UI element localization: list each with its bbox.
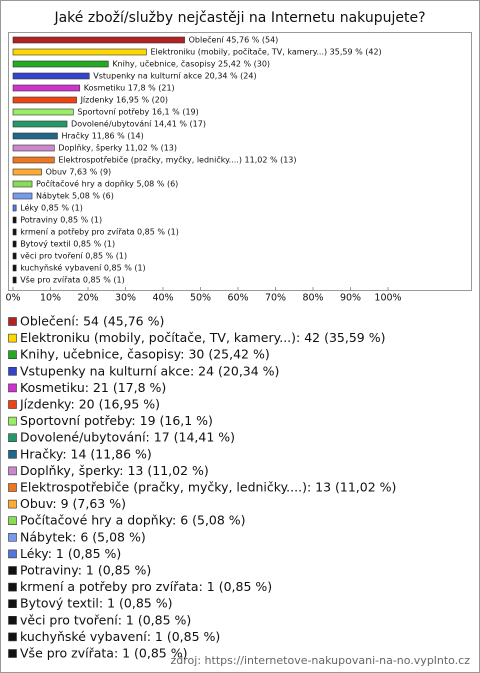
bar-label: Oblečení 45,76 % (54) (189, 35, 279, 45)
bar-label: Elektrospotřebiče (pračky, myčky, lednič… (58, 155, 296, 165)
bar (12, 204, 17, 212)
bar (12, 192, 33, 200)
legend-label: krmení a potřeby pro zvířata: 1 (0,85 %) (20, 579, 272, 594)
legend-swatch (8, 366, 17, 376)
x-tick-label: 100% (374, 293, 401, 304)
bar-label: Potraviny 0,85 % (1) (20, 216, 102, 225)
source: zdroj: https://internetove-nakupovani-na… (171, 654, 471, 667)
legend-label: Potraviny: 1 (0,85 %) (20, 563, 151, 578)
bar-label: Vstupenky na kulturní akce 20,34 % (24) (93, 72, 256, 81)
x-tick-label: 10% (40, 293, 61, 304)
chart-title: Jaké zboží/služby nejčastěji na Internet… (53, 10, 425, 26)
bar (12, 48, 147, 56)
legend-swatch (8, 383, 17, 393)
legend-swatch (8, 549, 17, 559)
bar-label: Knihy, učebnice, časopisy 25,42 % (30) (112, 59, 270, 69)
bar (12, 36, 185, 44)
legend-swatch (8, 516, 17, 526)
bar-label: Nábytek 5,08 % (6) (36, 192, 114, 201)
legend-swatch (8, 416, 17, 426)
legend-label: věci pro tvoření: 1 (0,85 %) (20, 612, 191, 627)
legend-label: Elektroniku (mobily, počítače, TV, kamer… (20, 330, 385, 345)
bar (12, 72, 90, 80)
bar (12, 144, 55, 152)
legend-swatch (8, 449, 17, 459)
legend-swatch (8, 632, 17, 642)
x-tick-label: 20% (77, 293, 98, 304)
bar (12, 156, 55, 164)
x-tick-label: 50% (190, 293, 211, 304)
legend-label: Kosmetiku: 21 (17,8 %) (20, 380, 166, 395)
bar (12, 96, 77, 104)
legend-label: Obuv: 9 (7,63 %) (20, 496, 126, 511)
legend-label: Vstupenky na kulturní akce: 24 (20,34 %) (20, 363, 279, 378)
legend-label: Počítačové hry a dopňky: 6 (5,08 %) (20, 513, 246, 528)
legend-label: kuchyňské vybavení: 1 (0,85 %) (20, 629, 220, 644)
bar (12, 168, 42, 176)
legend-label: Elektrospotřebiče (pračky, myčky, lednič… (20, 480, 396, 495)
bar (12, 120, 68, 128)
legend-label: Léky: 1 (0,85 %) (20, 546, 121, 561)
legend-label: Vše pro zvířata: 1 (0,85 %) (20, 646, 188, 661)
legend-swatch (8, 599, 17, 609)
legend-swatch (8, 532, 17, 542)
bar-label: Bytový textil 0,85 % (1) (20, 240, 115, 249)
legend-swatch (8, 649, 17, 658)
bar-label: Vše pro zvířata 0,85 % (1) (20, 275, 125, 285)
legend-label: Jízdenky: 20 (16,95 %) (19, 397, 160, 412)
legend-swatch (8, 582, 17, 592)
bar-label: Dovolené/ubytování 14,41 % (17) (71, 119, 206, 129)
bar-label: Obuv 7,63 % (9) (46, 168, 112, 177)
legend-swatch (8, 499, 17, 509)
x-tick-label: 90% (340, 293, 361, 304)
x-tick-label: 40% (152, 293, 173, 304)
x-tick-label: 80% (302, 293, 323, 304)
legend-label: Doplňky, šperky: 13 (11,02 %) (20, 463, 209, 478)
bar (12, 240, 17, 248)
bar-label: Hračky 11,86 % (14) (61, 131, 143, 141)
bar (12, 264, 17, 272)
bar-label: Jízdenky 16,95 % (20) (80, 96, 169, 105)
bar-label: Kosmetiku 17,8 % (21) (84, 84, 175, 93)
bar-label: Počítačové hry a dopňky 5,08 % (6) (36, 179, 178, 189)
legend-swatch (8, 317, 17, 326)
bar (12, 60, 109, 68)
bar (12, 180, 33, 188)
x-tick-label: 30% (115, 293, 136, 304)
legend-swatch (8, 350, 17, 360)
bar (12, 108, 74, 116)
legend-label: Knihy, učebnice, časopisy: 30 (25,42 %) (20, 347, 270, 362)
legend-swatch (8, 400, 17, 409)
bar-label: kuchyňské vybavení 0,85 % (1) (20, 263, 145, 273)
bar (12, 276, 17, 284)
bar (12, 252, 17, 260)
x-tick-label: 0% (5, 293, 20, 304)
bar-label: věci pro tvoření 0,85 % (1) (20, 252, 127, 261)
x-tick-label: 60% (227, 293, 248, 304)
legend-label: Oblečení: 54 (45,76 %) (20, 314, 164, 329)
bar (12, 132, 58, 140)
bar-label: Elektroniku (mobily, počítače, TV, kamer… (150, 47, 381, 57)
bar (12, 228, 17, 236)
legend-label: Nábytek: 6 (5,08 %) (20, 529, 146, 544)
legend-swatch (8, 466, 17, 476)
bar (12, 84, 81, 92)
x-tick-label: 70% (265, 293, 286, 304)
bar-label: Sportovní potřeby 16,1 % (19) (77, 108, 198, 117)
bar (12, 216, 17, 224)
bar-label: Doplňky, šperky 11,02 % (13) (58, 143, 177, 153)
legend-swatch (8, 483, 17, 492)
legend-label: Sportovní potřeby: 19 (16,1 %) (20, 413, 213, 428)
legend-label: Bytový textil: 1 (0,85 %) (20, 596, 172, 611)
legend-label: Hračky: 14 (11,86 %) (20, 446, 152, 461)
legend-swatch (8, 566, 17, 575)
legend-swatch (8, 333, 17, 343)
legend-swatch (8, 615, 17, 625)
legend-swatch (8, 433, 17, 443)
bar-label: krmení a potřeby pro zvířata 0,85 % (1) (20, 228, 179, 237)
legend-label: Dovolené/ubytování: 17 (14,41 %) (20, 430, 235, 445)
bar-label: Léky 0,85 % (1) (20, 203, 83, 213)
